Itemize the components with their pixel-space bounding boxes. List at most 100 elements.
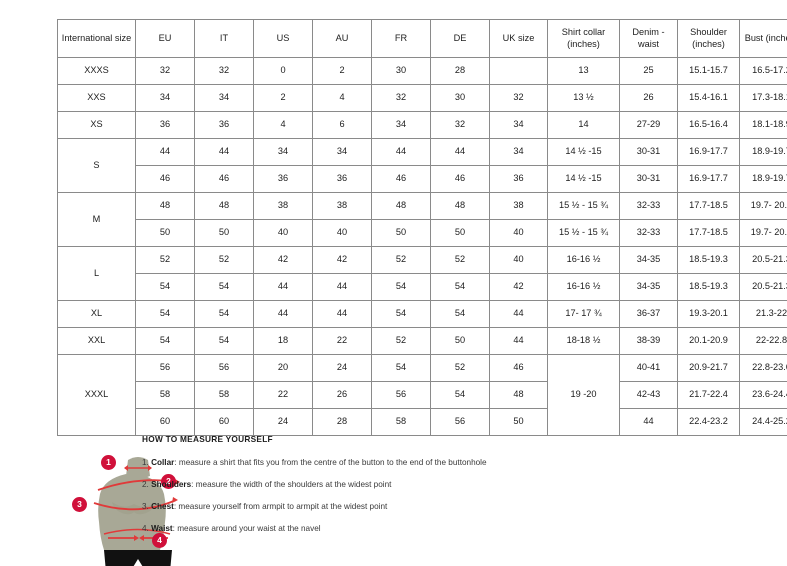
measure-item-3: 3. Chest: measure yourself from armpit t…	[142, 502, 782, 512]
data-cell: 22	[312, 327, 372, 355]
data-cell: 60	[194, 408, 254, 436]
data-cell: 18.1-18.9	[739, 111, 787, 139]
data-cell: 52	[135, 246, 195, 274]
data-cell: 20.1-20.9	[677, 327, 740, 355]
data-cell: 38-39	[619, 327, 678, 355]
data-cell: 58	[371, 408, 431, 436]
data-cell: 36-37	[619, 300, 678, 328]
measure-item-number: 3.	[142, 501, 152, 511]
data-cell: 30	[430, 84, 490, 112]
data-cell: 13 ½	[547, 84, 620, 112]
data-cell: 50	[430, 219, 490, 247]
data-cell: 24.4-25.2	[739, 408, 787, 436]
measure-item-number: 4.	[142, 523, 152, 533]
table-row: 50 50 40 40 50 50 40 15 ½ - 15 ¾ 32-33 17.7-18.5 1…	[58, 219, 787, 247]
column-header-0: International size	[57, 19, 136, 58]
size-label-cell: L	[57, 246, 136, 301]
measure-item-label: Collar	[151, 458, 175, 467]
mannequin-svg	[93, 457, 180, 566]
data-cell: 56	[430, 408, 490, 436]
data-cell: 44	[371, 138, 431, 166]
data-cell: 18-18 ½	[547, 327, 620, 355]
data-cell: 16-16 ½	[547, 273, 620, 301]
data-cell: 50	[489, 408, 548, 436]
data-cell: 32	[371, 84, 431, 112]
data-cell: 44	[312, 273, 372, 301]
data-cell: 16.9-17.7	[677, 165, 740, 193]
data-cell: 17.3-18.1	[739, 84, 787, 112]
measure-item-text: : measure yourself from armpit to armpit…	[173, 501, 388, 511]
data-cell: 2	[312, 57, 372, 85]
data-cell: 46	[194, 165, 254, 193]
data-cell: 44	[194, 138, 254, 166]
data-cell: 48	[489, 381, 548, 409]
data-cell: 50	[371, 219, 431, 247]
data-cell: 22.8-23.6	[739, 354, 787, 382]
data-cell: 32	[194, 57, 254, 85]
data-cell: 24	[312, 354, 372, 382]
data-cell: 6	[312, 111, 372, 139]
data-cell: 27-29	[619, 111, 678, 139]
data-cell: 15 ½ - 15 ¾	[547, 192, 620, 220]
data-cell: 58	[135, 381, 195, 409]
marker-2: 2	[161, 474, 176, 489]
data-cell: 58	[194, 381, 254, 409]
data-cell: 54	[135, 273, 195, 301]
size-label-cell: S	[57, 138, 136, 193]
data-cell: 52	[430, 354, 490, 382]
data-cell: 48	[430, 192, 490, 220]
data-cell: 40	[312, 219, 372, 247]
data-cell: 44	[430, 138, 490, 166]
mannequin-illustration: 1 2 3 4	[72, 446, 198, 566]
data-cell: 44	[489, 327, 548, 355]
size-label-cell: XXXS	[57, 57, 136, 85]
data-cell: 22-22.8	[739, 327, 787, 355]
data-cell: 36	[489, 165, 548, 193]
data-cell: 54	[371, 273, 431, 301]
data-cell: 46	[135, 165, 195, 193]
data-cell: 26	[312, 381, 372, 409]
size-label-cell: XXXL	[57, 354, 136, 436]
data-cell: 42	[312, 246, 372, 274]
column-header-3: US	[253, 19, 313, 58]
data-cell: 16.5-16.4	[677, 111, 740, 139]
column-header-8: Shirt collar (inches)	[547, 19, 620, 58]
data-cell: 16.5-17.2	[739, 57, 787, 85]
data-cell: 50	[430, 327, 490, 355]
data-cell: 14 ½ -15	[547, 165, 620, 193]
data-cell: 54	[430, 381, 490, 409]
data-cell: 19.7- 20.5	[739, 192, 787, 220]
data-cell: 36	[312, 165, 372, 193]
data-cell: 15 ½ - 15 ¾	[547, 219, 620, 247]
data-cell: 30-31	[619, 165, 678, 193]
data-cell: 34-35	[619, 273, 678, 301]
table-row: S 44 44 34 34 44 44 34 14 ½ -15 30-31 16.9-17.7 18.…	[57, 138, 787, 193]
table-header: International size EU IT US AU FR DE UK size Shi…	[57, 19, 787, 58]
data-cell: 38	[312, 192, 372, 220]
column-header-5: FR	[371, 19, 431, 58]
data-cell: 38	[489, 192, 548, 220]
data-cell: 48	[371, 192, 431, 220]
data-cell: 32	[135, 57, 195, 85]
data-cell: 20	[253, 354, 313, 382]
table-row: 46 46 36 36 46 46 36 14 ½ -15 30-31 16.9-17.7 18.9…	[58, 165, 787, 193]
data-cell: 17- 17 ¾	[547, 300, 620, 328]
measure-instructions-list: 1. Collar: measure a shirt that fits you…	[142, 458, 782, 533]
data-cell	[489, 57, 548, 85]
data-cell: 40	[253, 219, 313, 247]
data-cell: 34	[371, 111, 431, 139]
data-cell: 54	[135, 300, 195, 328]
column-header-1: EU	[135, 19, 195, 58]
data-cell: 34	[253, 138, 313, 166]
data-cell: 54	[194, 300, 254, 328]
measure-item-text: : measure around your waist at the navel	[172, 523, 321, 533]
data-cell: 46	[430, 165, 490, 193]
data-cell: 15.1-15.7	[677, 57, 740, 85]
data-cell: 32-33	[619, 192, 678, 220]
column-header-9: Denim - waist	[619, 19, 678, 58]
data-cell: 48	[194, 192, 254, 220]
size-chart-table: International size EU IT US AU FR DE UK size Shi…	[57, 19, 787, 436]
